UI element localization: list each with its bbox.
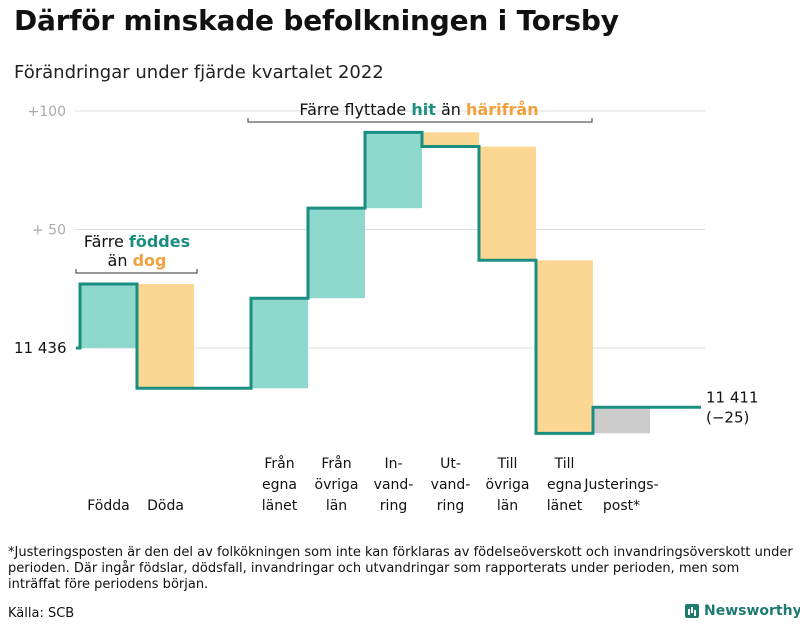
annotation-migration: Färre flyttade hit än härifrån: [299, 100, 538, 119]
category-label: länet: [547, 498, 583, 514]
end-change-label: (−25): [706, 408, 749, 426]
category-label: Till: [554, 456, 575, 472]
category-label: vand-: [431, 477, 471, 493]
category-label: övriga: [486, 477, 530, 493]
category-label: Födda: [87, 498, 129, 514]
category-label: län: [326, 498, 347, 514]
newsworthy-logo-icon: [685, 604, 699, 618]
source-note: Källa: SCB: [8, 606, 75, 621]
category-label: In-: [384, 456, 402, 472]
annotation-births-deaths: Färre föddes: [84, 232, 190, 251]
category-label: Från: [321, 455, 351, 472]
category-label: Till: [497, 456, 518, 472]
waterfall-bar: [365, 132, 422, 209]
brand-name: Newsworthy: [704, 603, 800, 619]
end-value-label: 11 411: [706, 388, 759, 406]
category-label: Justerings-: [583, 477, 658, 493]
waterfall-bar: [251, 298, 308, 389]
cumulative-line: [76, 130, 701, 435]
annotation-bracket-migration: [247, 118, 593, 123]
category-label: län: [497, 498, 518, 514]
category-label: egna: [262, 477, 297, 493]
category-label: länet: [262, 498, 298, 514]
waterfall-bar: [593, 407, 650, 434]
waterfall-chart: +100 + 50 11 436 11 411 (−25) Födda Döda Från eg…: [14, 100, 759, 514]
y-tick-label: +100: [28, 104, 66, 120]
category-label: vand-: [374, 477, 414, 493]
start-value-label: 11 436: [14, 339, 67, 357]
annotation-bracket-births: [75, 269, 198, 274]
category-label: Döda: [147, 498, 184, 514]
category-label: ring: [437, 498, 464, 514]
annotation-births-deaths-line2: än dog: [108, 251, 167, 270]
footnote: *Justeringsposten är den del av folkökni…: [8, 545, 793, 592]
waterfall-bar: [137, 284, 194, 389]
category-label: ring: [380, 498, 407, 514]
waterfall-bar: [536, 260, 593, 434]
category-label: övriga: [315, 477, 359, 493]
brand-logo: Newsworthy: [685, 603, 800, 619]
chart-subtitle: Förändringar under fjärde kvartalet 2022: [14, 62, 384, 83]
waterfall-bar: [479, 146, 536, 261]
category-label: Från: [264, 455, 294, 472]
waterfall-bar: [80, 284, 137, 348]
waterfall-bar: [422, 132, 479, 147]
chart-title: Därför minskade befolkningen i Torsby: [14, 4, 619, 37]
waterfall-bar: [308, 208, 365, 299]
category-label: egna: [547, 477, 582, 493]
category-label: Ut-: [440, 456, 461, 472]
y-tick-label: + 50: [32, 223, 66, 239]
category-label: post*: [603, 498, 640, 514]
